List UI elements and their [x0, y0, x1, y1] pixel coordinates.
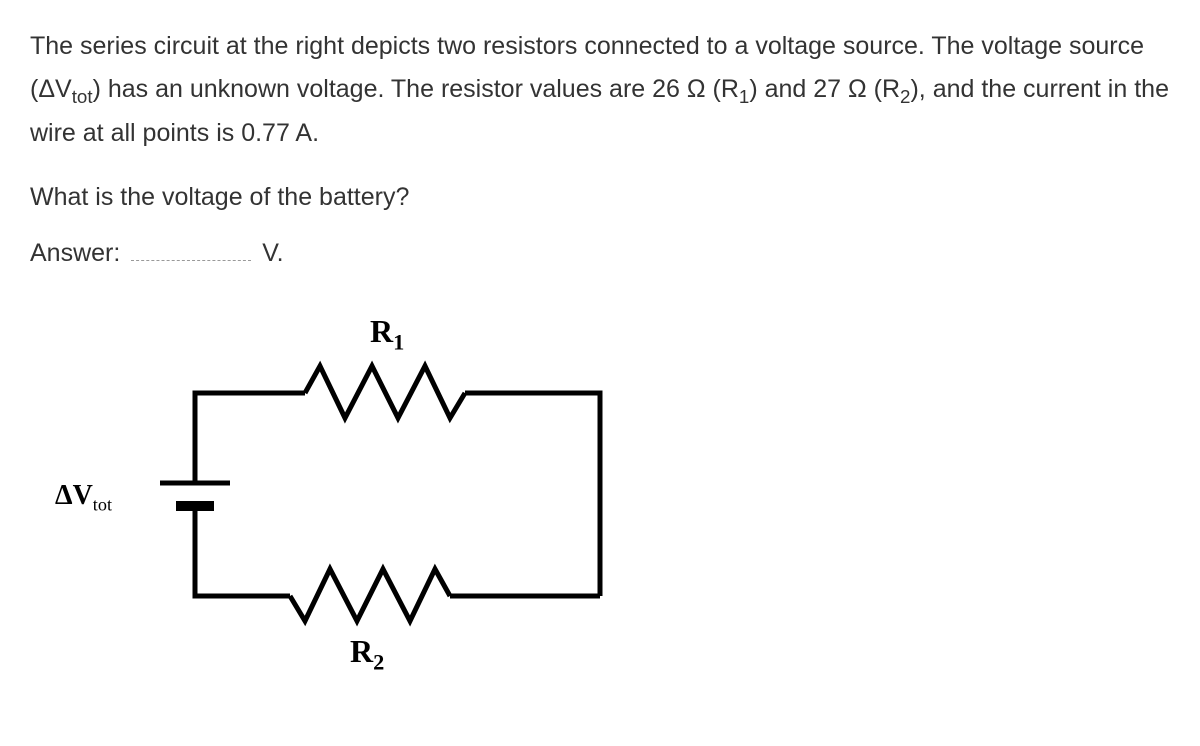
- circuit-diagram: R1 R2 ΔVtot: [40, 318, 660, 678]
- answer-unit: V.: [262, 239, 283, 267]
- problem-statement: The series circuit at the right depicts …: [30, 25, 1170, 155]
- r1-label: R1: [370, 313, 404, 355]
- problem-sub1: tot: [72, 86, 93, 107]
- answer-prefix: Answer:: [30, 239, 120, 267]
- answer-line: Answer: V.: [30, 239, 1170, 268]
- problem-sub3: 2: [900, 86, 910, 107]
- question: What is the voltage of the battery?: [30, 177, 1170, 217]
- problem-sub2: 1: [739, 86, 749, 107]
- problem-text-part2: ) has an unknown voltage. The resistor v…: [93, 75, 739, 103]
- circuit-svg: [40, 318, 660, 678]
- r2-label: R2: [350, 633, 384, 675]
- answer-blank[interactable]: [131, 260, 251, 261]
- problem-text-part3: ) and 27 Ω (R: [749, 75, 900, 103]
- vtot-label: ΔVtot: [55, 480, 112, 516]
